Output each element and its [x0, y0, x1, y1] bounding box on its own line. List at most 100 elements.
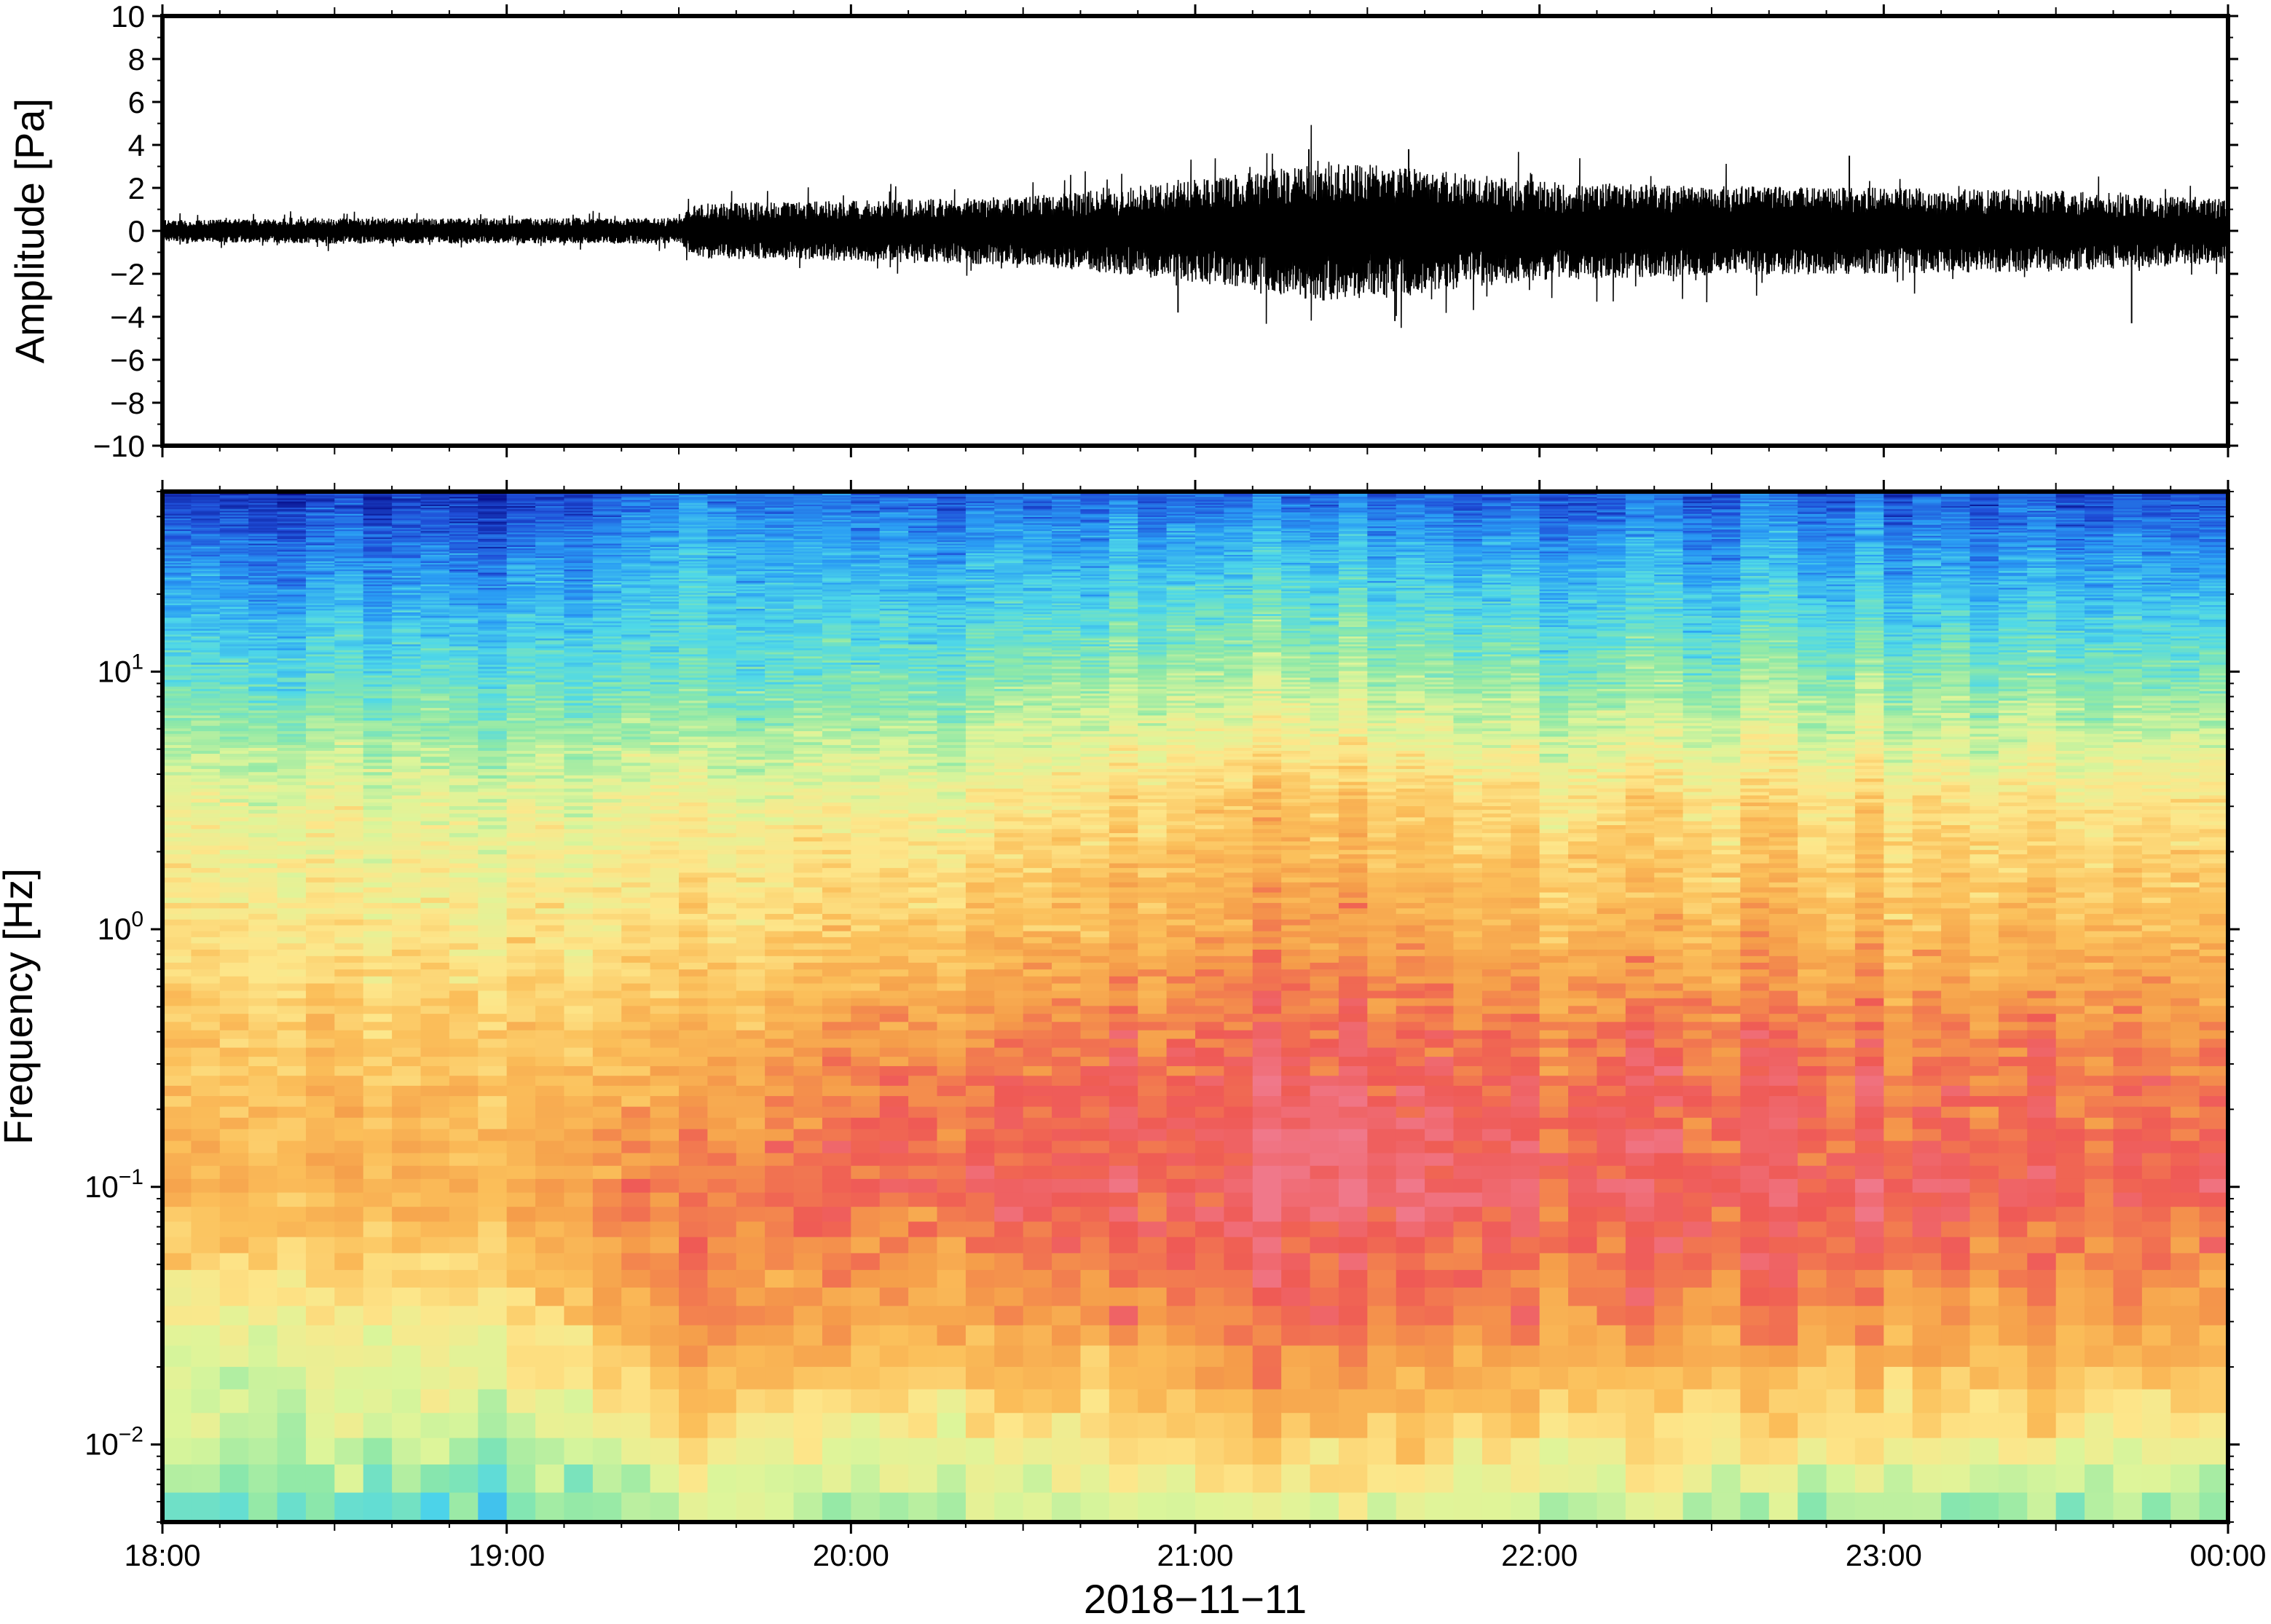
spectrogram-cell [765, 1106, 794, 1118]
spectrogram-cell [278, 1207, 307, 1222]
spectrogram-cell [707, 1129, 736, 1141]
spectrogram-cell [449, 728, 479, 731]
spectrogram-cell [392, 750, 421, 754]
spectrogram-cell [765, 788, 794, 792]
spectrogram-cell [621, 1178, 650, 1192]
spectrogram-cell [191, 897, 220, 903]
spectrogram-cell [363, 792, 393, 795]
spectrogram-cell [736, 817, 765, 821]
spectrogram-cell [220, 887, 249, 893]
spectrogram-cell [765, 1464, 794, 1492]
spectrogram-cell [564, 717, 593, 720]
spectrogram-cell [478, 744, 507, 748]
spectrogram-cell [621, 931, 650, 937]
spectrogram-cell [306, 1065, 335, 1076]
spectrogram-cell [334, 1207, 363, 1222]
spectrogram-cell [535, 969, 564, 977]
spectrogram-cell [392, 1106, 421, 1118]
spectrogram-cell [593, 821, 622, 825]
spectrogram-cell [248, 867, 278, 872]
spectrogram-cell [650, 1325, 680, 1345]
spectrogram-cell [220, 1085, 249, 1096]
spectrogram-cell [707, 785, 736, 789]
spectrogram-cell [593, 850, 622, 855]
spectrogram-cell [248, 1366, 278, 1389]
spectrogram-cell [507, 747, 536, 751]
spectrogram-cell [507, 850, 536, 855]
spectrogram-cell [679, 742, 708, 745]
spectrogram-cell [363, 744, 393, 748]
spectrogram-cell [334, 937, 363, 943]
spectrogram-cell [421, 1065, 450, 1076]
spectrogram-cell [621, 821, 650, 825]
spectrogram-cell [621, 817, 650, 821]
spectrogram-cell [220, 892, 249, 898]
spectrogram-cell [650, 733, 680, 736]
spectrogram-cell [736, 1014, 765, 1022]
spectrogram-cell [162, 1076, 192, 1086]
spectrogram-cell [162, 1057, 192, 1066]
spectrogram-cell [191, 1269, 220, 1288]
spectrogram-cell [306, 765, 335, 769]
spectrogram-cell [593, 772, 622, 776]
spectrogram-cell [421, 925, 450, 931]
spectrogram-cell [392, 1038, 421, 1048]
spectrogram-cell [392, 955, 421, 963]
spectrogram-cell [278, 765, 307, 769]
spectrogram-cell [650, 1117, 680, 1129]
spectrogram-cell [421, 892, 450, 898]
spectrogram-cell [278, 943, 307, 950]
spectrogram-cell [392, 817, 421, 821]
spectrogram-cell [363, 1057, 393, 1066]
spectrogram-cell [248, 863, 278, 868]
spectrogram-cell [593, 762, 622, 766]
spectrogram-cell [162, 762, 192, 766]
spectrogram-cell [449, 805, 479, 810]
spectrogram-cell [564, 867, 593, 872]
spectrogram-cell [736, 955, 765, 963]
spectrogram-cell [392, 722, 421, 725]
spectrogram-cell [392, 730, 421, 733]
spectrogram-cell [191, 1076, 220, 1086]
spectrogram-cell [765, 775, 794, 779]
spectrogram-cell [507, 841, 536, 845]
spectrogram-cell [679, 1129, 708, 1141]
spectrogram-cell [162, 736, 192, 739]
spectrogram-cell [478, 908, 507, 914]
spectrogram-cell [191, 765, 220, 769]
spectrogram-cell [278, 1492, 307, 1523]
spectrogram-cell [248, 990, 278, 998]
spectrogram-cell [507, 1129, 536, 1141]
spectrogram-cell [593, 760, 622, 763]
spectrogram-cell [162, 753, 192, 757]
spectrogram-cell [564, 736, 593, 739]
spectrogram-cell [363, 863, 393, 868]
spectrogram-cell [478, 1178, 507, 1192]
spectrogram-cell [736, 1389, 765, 1413]
spectrogram-cell [363, 775, 393, 779]
spectrogram-cell [248, 976, 278, 983]
spectrogram-cell [363, 1221, 393, 1237]
spectrogram-cell [679, 744, 708, 748]
spectrogram-cell [736, 841, 765, 845]
spectrogram-cell [220, 829, 249, 833]
spectrogram-cell [535, 854, 564, 859]
spectrogram-cell [650, 757, 680, 760]
spectrogram-cell [278, 772, 307, 776]
spectrogram-cell [191, 877, 220, 882]
spectrogram-cell [191, 821, 220, 825]
spectrogram-cell [507, 1106, 536, 1118]
spectrogram-cell [220, 937, 249, 943]
spectrogram-cell [220, 913, 249, 919]
spectrogram-cell [278, 824, 307, 829]
y-tick-label: 0 [128, 214, 145, 248]
spectrogram-cell [162, 983, 192, 991]
spectrogram-cell [736, 1038, 765, 1048]
spectrogram-cell [191, 725, 220, 728]
spectrogram-cell [679, 1287, 708, 1306]
spectrogram-cell [593, 720, 622, 723]
spectrogram-cell [621, 1192, 650, 1207]
spectrogram-cell [564, 931, 593, 937]
spectrogram-cell [564, 757, 593, 760]
spectrogram-cell [593, 750, 622, 754]
